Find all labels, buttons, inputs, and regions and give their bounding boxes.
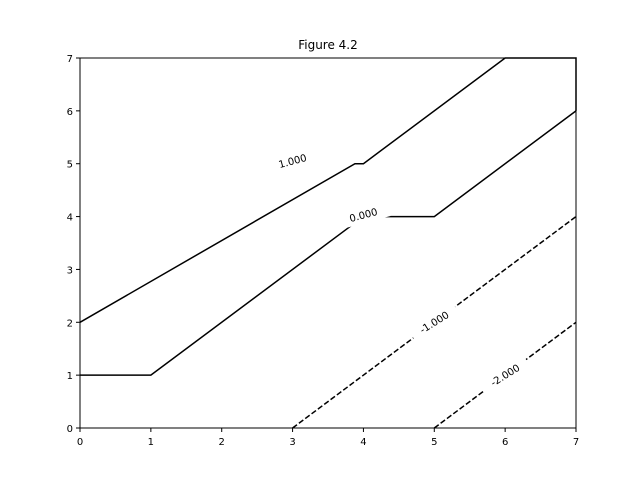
contour-label-3: -2.000: [489, 363, 522, 389]
y-tick-label: 3: [67, 265, 73, 276]
contour-line-3: [433, 321, 577, 429]
x-tick-label: 4: [360, 437, 366, 448]
contour-labels: 1.000 0.000 -1.000 -2.000: [278, 153, 523, 389]
y-axis: 0 1 2 3 4 5 6 7: [67, 54, 80, 435]
x-tick-label: 2: [219, 437, 225, 448]
y-tick-label: 2: [67, 318, 73, 329]
contour-label-1: 0.000: [348, 207, 379, 225]
x-tick-label: 7: [573, 437, 579, 448]
x-tick-label: 1: [148, 437, 154, 448]
y-tick-label: 1: [67, 371, 73, 382]
contour-line-0: [79, 57, 577, 323]
chart-title: Figure 4.2: [298, 38, 358, 52]
y-tick-label: 5: [67, 160, 73, 171]
contour-label-0: 1.000: [278, 153, 309, 171]
y-tick-label: 7: [67, 54, 73, 65]
y-tick-label: 4: [67, 213, 73, 224]
x-tick-label: 3: [289, 437, 295, 448]
contour-line-2: [292, 215, 577, 429]
y-tick-label: 6: [67, 107, 73, 118]
contour-line-1: [80, 110, 577, 376]
contour-label-2: -1.000: [418, 310, 451, 336]
x-tick-label: 0: [77, 437, 83, 448]
x-axis: 0 1 2 3 4 5 6 7: [77, 428, 579, 448]
y-tick-label: 0: [67, 424, 73, 435]
x-tick-label: 5: [431, 437, 437, 448]
x-tick-label: 6: [502, 437, 508, 448]
plot-frame: [79, 57, 577, 429]
